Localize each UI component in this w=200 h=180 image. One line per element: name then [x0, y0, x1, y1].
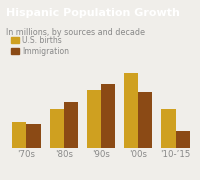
- Bar: [124, 73, 138, 148]
- Bar: [87, 90, 101, 148]
- Bar: [12, 122, 26, 148]
- Text: In millions, by sources and decade: In millions, by sources and decade: [6, 28, 145, 37]
- Bar: [138, 92, 152, 148]
- Bar: [26, 124, 41, 148]
- Text: Hispanic Population Growth: Hispanic Population Growth: [6, 8, 180, 18]
- Bar: [161, 109, 176, 148]
- Bar: [176, 131, 190, 148]
- Bar: [50, 109, 64, 148]
- Legend: U.S. births, Immigration: U.S. births, Immigration: [8, 33, 72, 59]
- Bar: [64, 102, 78, 148]
- Bar: [101, 84, 115, 148]
